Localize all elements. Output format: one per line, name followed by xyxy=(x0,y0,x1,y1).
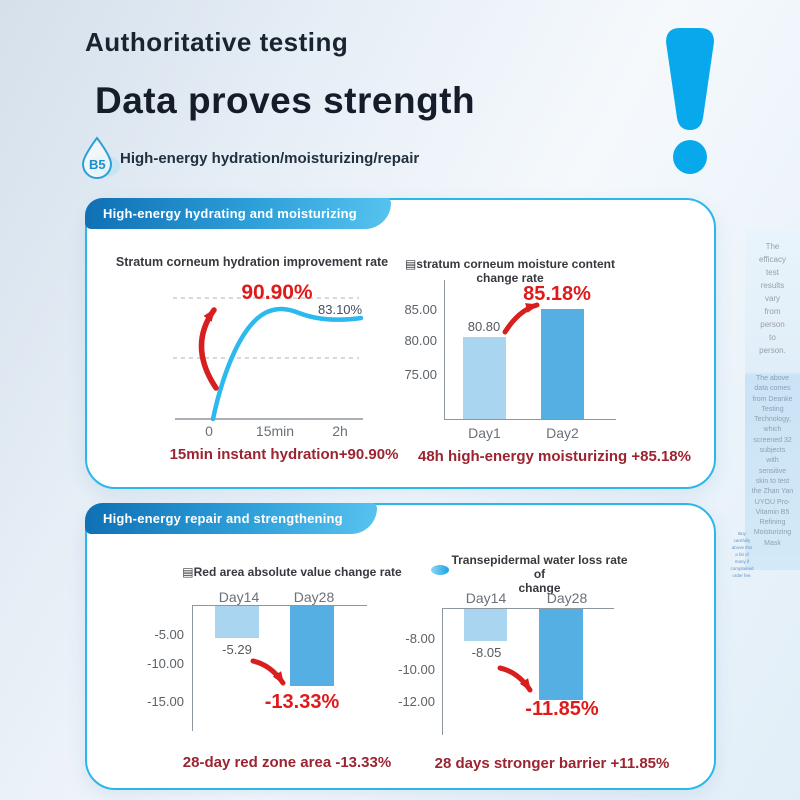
b5-tagline: High-energy hydration/moisturizing/repai… xyxy=(120,150,420,167)
bar-day28 xyxy=(539,609,583,700)
chart-title-moisture: ▤stratum corneum moisture content change… xyxy=(404,257,616,285)
bar-value-label: -8.05 xyxy=(471,645,502,660)
section-tab-repair: High-energy repair and strengthening xyxy=(85,503,377,534)
bar-value-label: -5.29 xyxy=(222,642,252,657)
x-axis-line xyxy=(444,419,616,420)
chart-caption-tewl: 28 days stronger barrier +11.85% xyxy=(434,755,670,772)
bar-value-label: 80.80 xyxy=(467,319,501,334)
x-axis-line xyxy=(442,608,614,609)
trend-arrow-up-icon xyxy=(198,307,219,391)
x-cat-day28: Day28 xyxy=(546,590,588,606)
y-tick: 85.00 xyxy=(404,302,437,317)
source-note: The above data comes from Deanke Testing Tec… xyxy=(751,375,794,547)
bar-day1 xyxy=(463,336,506,419)
section-tab-hydrating: High-energy hydrating and moisturizing xyxy=(85,198,391,229)
trend-arrow-up-icon xyxy=(502,302,540,335)
b5-droplet-icon: B5 xyxy=(81,136,120,179)
peak-value-label: 90.90% xyxy=(241,281,313,304)
x-cat-day28: Day28 xyxy=(293,589,335,605)
bar-day28 xyxy=(290,606,334,686)
trend-arrow-down-icon xyxy=(250,658,286,686)
y-axis-line xyxy=(442,608,443,735)
chart-title-hydration: Stratum corneum hydration improvement ra… xyxy=(115,255,389,269)
end-value-label: 83.10% xyxy=(318,302,363,317)
x-tick-15min: 15min xyxy=(255,423,295,439)
x-cat-day2: Day2 xyxy=(546,425,579,441)
page-title: Data proves strength xyxy=(95,80,476,121)
y-tick: 80.00 xyxy=(404,333,437,348)
y-axis-line xyxy=(444,280,445,419)
y-tick: -8.00 xyxy=(405,631,435,646)
b5-badge-text: B5 xyxy=(89,157,106,172)
y-tick: -15.00 xyxy=(147,694,184,709)
exclamation-icon xyxy=(666,28,714,174)
chart-caption-moisture: 48h high-energy moisturizing +85.18% xyxy=(418,448,691,465)
y-tick: -5.00 xyxy=(154,627,184,642)
chart-title-red-area: ▤Red area absolute value change rate xyxy=(182,565,402,579)
highlight-value: -11.85% xyxy=(525,698,599,720)
bar-day2 xyxy=(541,308,584,419)
chart-caption-red-area: 28-day red zone area -13.33% xyxy=(182,754,392,771)
y-tick: -10.00 xyxy=(398,662,435,677)
chart-title-tewl: Transepidermal water loss rate of change xyxy=(451,553,628,595)
y-axis-line xyxy=(192,605,193,731)
y-tick: -12.00 xyxy=(398,694,435,709)
bar-day14 xyxy=(464,609,507,641)
x-cat-day14: Day14 xyxy=(465,590,507,606)
y-tick: -10.00 xyxy=(147,656,184,671)
x-axis-line xyxy=(192,605,367,606)
header-kicker: Authoritative testing xyxy=(85,27,349,57)
blob-icon xyxy=(431,565,449,575)
x-cat-day1: Day1 xyxy=(468,425,501,441)
x-tick-2h: 2h xyxy=(332,423,348,439)
chart-caption-hydration: 15min instant hydration+90.90% xyxy=(169,446,399,463)
section-card-repair: High-energy repair and strengthening ▤Re… xyxy=(85,503,716,790)
fine-print: Buy carefully above this a bit of many if com… xyxy=(730,531,754,578)
hydration-curve xyxy=(210,306,364,422)
trend-arrow-down-icon xyxy=(497,665,533,693)
bar-day14 xyxy=(215,606,259,638)
y-tick: 75.00 xyxy=(404,367,437,382)
disclaimer-text: The efficacy test results vary from person to pe… xyxy=(759,242,786,355)
x-tick-0: 0 xyxy=(205,423,213,439)
hydration-line-chart xyxy=(173,297,364,422)
highlight-value: -13.33% xyxy=(264,691,340,713)
highlight-value: 85.18% xyxy=(523,283,591,305)
sidebar-notes: The efficacy test results vary from person to pe… xyxy=(730,228,800,578)
section-card-hydrating: High-energy hydrating and moisturizing S… xyxy=(85,198,716,489)
x-cat-day14: Day14 xyxy=(218,589,260,605)
